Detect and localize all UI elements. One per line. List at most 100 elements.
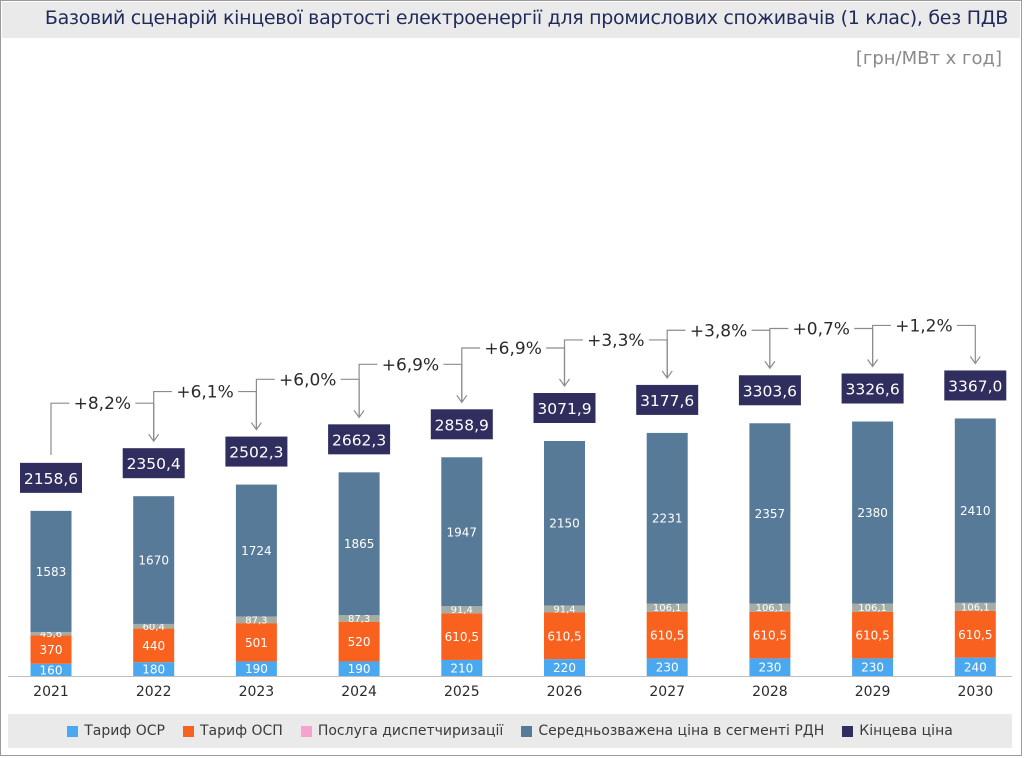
bar-rdn-2021 (30, 510, 72, 632)
data-label-dispatch-2021: 45,6 (40, 629, 62, 640)
data-label-osr-2028: 230 (758, 661, 781, 675)
growth-label-bg-8 (788, 315, 855, 340)
legend-label-3: Послуга диспетчиризації (317, 723, 504, 739)
bar-osr-2030 (954, 657, 996, 676)
growth-label-1: +8,2% (74, 394, 131, 414)
legend-label-2: Тариф ОСП (199, 723, 283, 739)
bar-rdn-2028 (749, 423, 791, 604)
bar-dispatch-2030 (954, 602, 996, 611)
data-label-dispatch-2022: 60,4 (143, 622, 165, 633)
growth-label-9: +1,2% (895, 316, 952, 336)
growth-label-bg-6 (582, 326, 649, 351)
data-label-rdn-2029: 2380 (857, 506, 888, 520)
total-label-2022: 2350,4 (127, 455, 181, 473)
data-label-osp-2029: 610,5 (855, 629, 889, 643)
growth-label-6: +3,3% (587, 331, 644, 351)
data-label-osr-2024: 190 (348, 662, 371, 676)
chart-title: Базовий сценарій кінцевої вартості елект… (44, 7, 1008, 29)
data-label-rdn-2028: 2357 (755, 507, 786, 521)
data-label-osr-2029: 230 (861, 661, 884, 675)
x-tick-label-2029: 2029 (855, 684, 891, 700)
total-label-2023: 2502,3 (229, 444, 283, 462)
unit-label: [грн/МВт х год] (855, 48, 1002, 69)
data-label-osr-2025: 210 (450, 661, 473, 675)
bar-dispatch-2027 (646, 603, 688, 612)
growth-label-4: +6,9% (382, 355, 439, 375)
total-label-2026: 3071,9 (537, 400, 591, 418)
total-box-2024 (328, 424, 391, 455)
total-box-2021 (20, 462, 82, 493)
data-label-dispatch-2024: 87,3 (348, 614, 370, 625)
bar-osp-2021 (30, 635, 72, 664)
bar-osp-2023 (235, 623, 277, 662)
data-label-dispatch-2026: 91,4 (553, 604, 575, 615)
legend-swatch-1 (67, 725, 79, 737)
bar-osr-2022 (133, 662, 175, 676)
title-bar: Базовий сценарій кінцевої вартості елект… (2, 2, 1020, 38)
legend-label-1: Тариф ОСР (84, 723, 165, 739)
bar-osp-2025 (441, 613, 483, 660)
bar-dispatch-2022 (133, 623, 175, 629)
growth-arrowhead-8 (867, 359, 879, 368)
growth-label-bg-9 (890, 312, 957, 337)
growth-label-bg-1 (69, 390, 136, 415)
growth-label-7: +3,8% (690, 321, 747, 341)
data-label-osp-2027: 610,5 (650, 629, 684, 643)
bar-dispatch-2026 (544, 605, 585, 613)
bar-rdn-2022 (133, 496, 175, 624)
bar-rdn-2025 (441, 457, 483, 607)
legend-label-5: Кінцева ціна (859, 723, 953, 739)
growth-arrowhead-9 (969, 356, 981, 365)
bar-rdn-2030 (954, 418, 996, 603)
bar-osr-2028 (749, 658, 791, 676)
data-label-rdn-2023: 1724 (241, 544, 272, 558)
total-label-2029: 3326,6 (845, 381, 899, 399)
growth-arrowhead-4 (456, 394, 468, 404)
data-label-dispatch-2027: 106,1 (653, 603, 682, 614)
legend: Тариф ОСР Тариф ОСП Послуга диспетчиризаці… (8, 714, 1012, 748)
data-label-osp-2025: 610,5 (445, 630, 479, 644)
total-label-2024: 2662,3 (332, 431, 386, 449)
growth-arrowhead-3 (353, 409, 365, 419)
total-label-2028: 3303,6 (743, 382, 797, 400)
data-label-rdn-2030: 2410 (960, 504, 991, 518)
total-label-2025: 2858,9 (435, 416, 489, 434)
x-tick-label-2024: 2024 (341, 684, 377, 700)
legend-item-4: Середньозважена ціна в сегменті РДН (521, 723, 824, 739)
x-tick-label-2030: 2030 (957, 684, 993, 700)
x-tick-label-2025: 2025 (444, 684, 480, 700)
data-label-rdn-2022: 1670 (138, 554, 169, 568)
bar-osr-2029 (852, 658, 894, 676)
legend-item-1: Тариф ОСР (67, 723, 165, 739)
data-label-osp-2024: 520 (348, 635, 371, 649)
total-label-2027: 3177,6 (640, 392, 694, 410)
bar-rdn-2029 (852, 421, 894, 604)
data-label-osr-2027: 230 (656, 661, 679, 675)
total-label-2030: 3367,0 (948, 377, 1002, 395)
growth-arrowhead-7 (764, 360, 776, 370)
growth-label-bg-7 (685, 317, 752, 342)
x-tick-label-2022: 2022 (136, 684, 172, 700)
bar-osr-2027 (646, 658, 688, 676)
data-label-osp-2026: 610,5 (547, 629, 581, 643)
data-label-osp-2022: 440 (142, 639, 165, 653)
bar-osr-2021 (30, 663, 72, 676)
data-label-osp-2030: 610,5 (958, 628, 992, 642)
bar-osr-2025 (441, 659, 483, 676)
growth-label-bg-5 (480, 334, 547, 359)
total-box-2030 (944, 370, 1007, 401)
x-tick-label-2026: 2026 (547, 684, 583, 700)
data-label-osr-2022: 180 (142, 663, 165, 677)
stacked-bar-chart: 160 370 45,6 1583 2021 2158,6 180 440 60,4 1670 20… (8, 312, 1012, 700)
bar-rdn-2027 (646, 432, 688, 604)
data-label-osp-2028: 610,5 (753, 629, 787, 643)
growth-label-bg-3 (274, 366, 341, 391)
bar-osr-2023 (235, 661, 277, 676)
bar-osp-2024 (338, 621, 380, 662)
data-label-rdn-2021: 1583 (36, 565, 67, 579)
bar-dispatch-2021 (30, 631, 72, 636)
bar-osp-2028 (749, 611, 791, 659)
legend-swatch-4 (521, 725, 533, 737)
data-label-osr-2030: 240 (964, 660, 987, 674)
growth-label-2: +6,1% (176, 383, 233, 403)
